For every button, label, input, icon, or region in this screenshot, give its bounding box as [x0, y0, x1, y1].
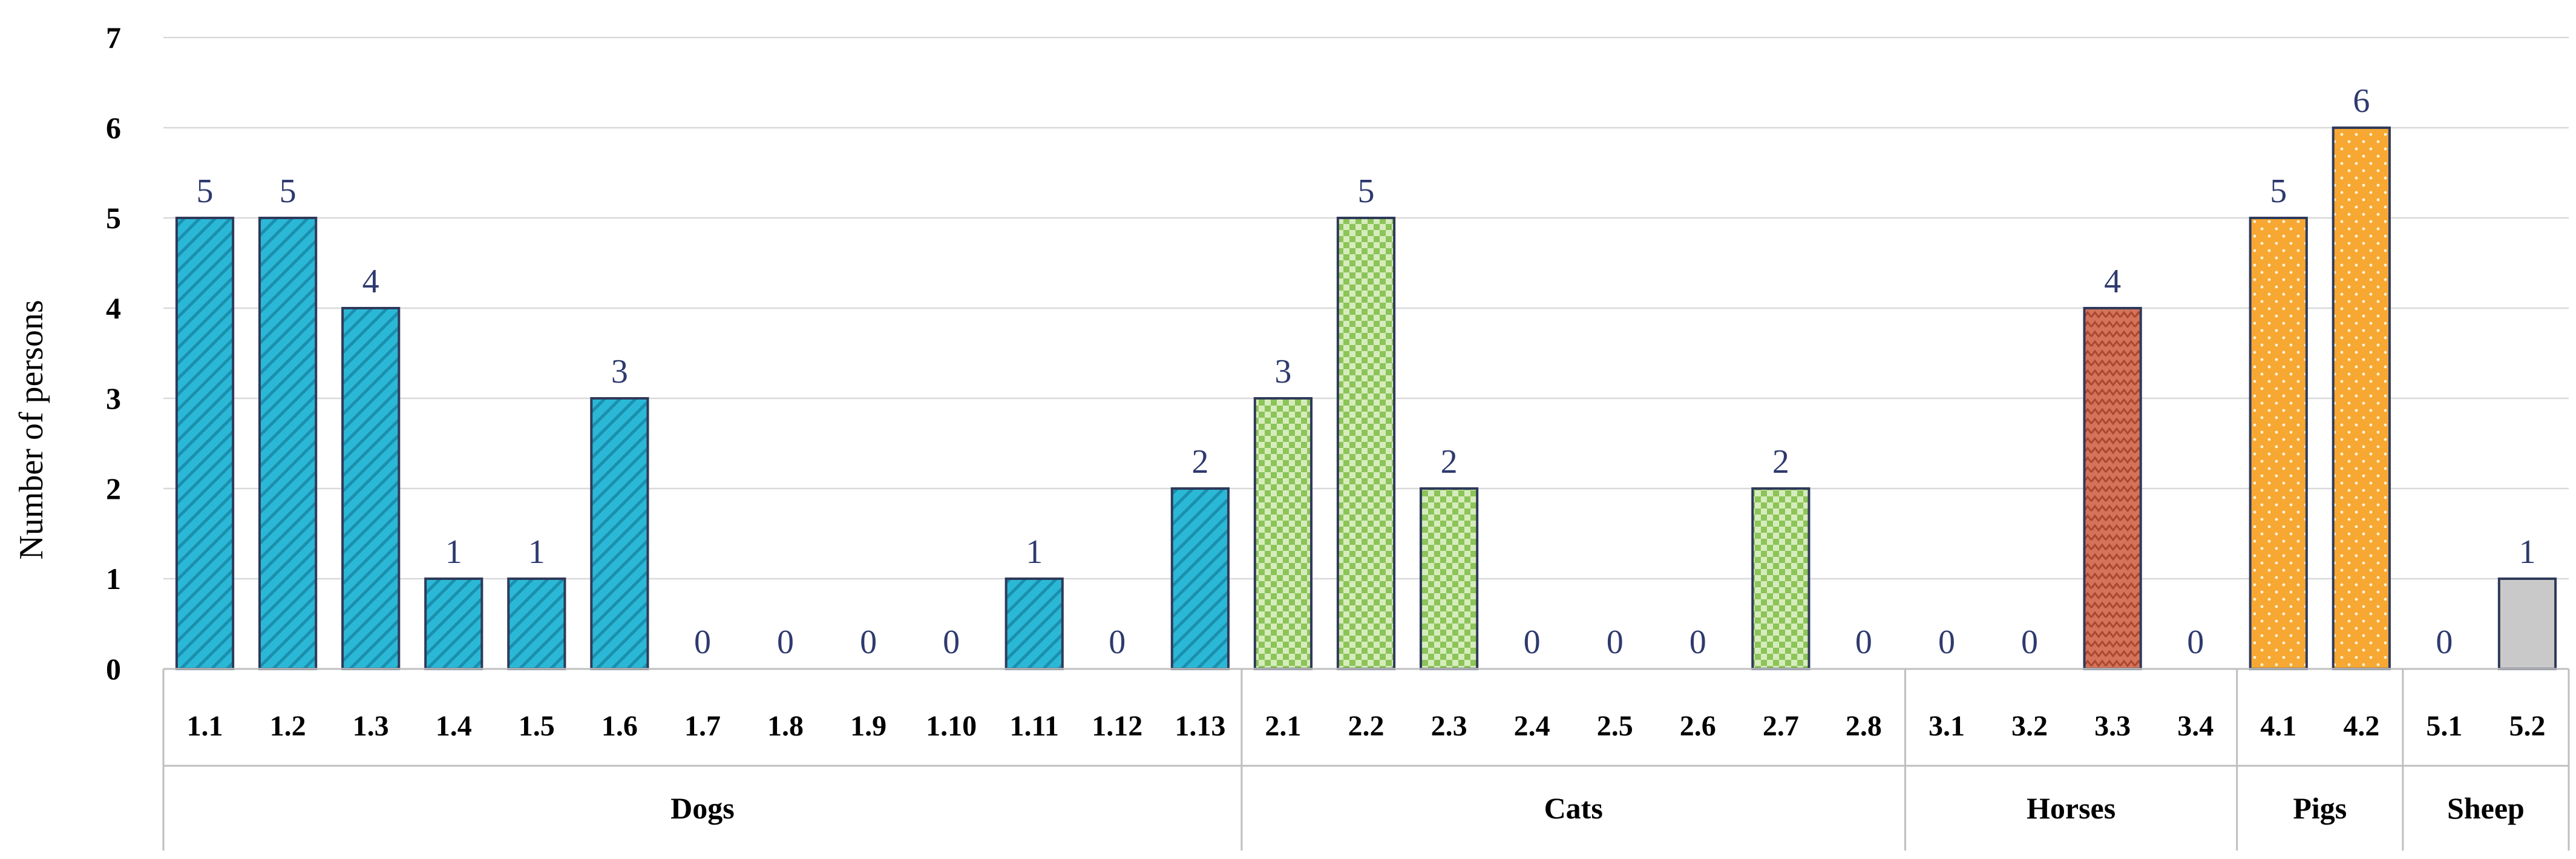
- bar-2.3: [1419, 487, 1479, 670]
- group-label: Sheep: [2447, 791, 2525, 825]
- data-label: 0: [1938, 624, 1955, 661]
- x-tick-label: 2.8: [1846, 710, 1882, 742]
- y-axis-label: Number of persons: [13, 300, 50, 559]
- y-tick-label: 4: [106, 291, 121, 325]
- bar-1.11: [1005, 578, 1064, 670]
- x-tick-label: 3.1: [1929, 710, 1965, 742]
- bar-2.1: [1253, 397, 1313, 670]
- data-label: 2: [1191, 443, 1208, 481]
- data-labels: 5 5 4 1 1 3 0 0 0 0 1 0 2 3 5 2 0 0 0 2 0 0 0 4 0 5 6 0 1: [197, 82, 2536, 661]
- data-label: 3: [1274, 353, 1291, 390]
- y-tick-label: 2: [106, 472, 121, 505]
- data-label: 0: [1855, 624, 1872, 661]
- x-tick-label: 1.5: [519, 710, 555, 742]
- data-label: 4: [362, 263, 379, 300]
- x-tick-label: 1.7: [684, 710, 721, 742]
- x-tick-label: 2.2: [1348, 710, 1385, 742]
- bar-1.3: [341, 307, 401, 670]
- bar-4.2: [2332, 127, 2391, 670]
- data-label: 0: [694, 624, 711, 661]
- y-tick-label: 6: [106, 111, 121, 145]
- data-label: 1: [2519, 533, 2535, 571]
- x-tick-label: 2.6: [1680, 710, 1716, 742]
- data-label: 5: [2270, 173, 2287, 210]
- y-axis-ticks: 0 1 2 3 4 5 6 7: [106, 21, 121, 686]
- x-tick-label: 1.13: [1175, 710, 1225, 742]
- data-label: 0: [2436, 624, 2453, 661]
- x-tick-label: 2.3: [1431, 710, 1467, 742]
- data-label: 0: [1109, 624, 1126, 661]
- data-label: 5: [197, 173, 214, 210]
- data-label: 5: [1358, 173, 1375, 210]
- x-tick-label: 2.5: [1597, 710, 1633, 742]
- data-label: 3: [611, 353, 628, 390]
- bar-4.1: [2249, 217, 2308, 670]
- bar-1.5: [507, 578, 566, 670]
- bar-1.6: [590, 397, 649, 670]
- data-label: 0: [2021, 624, 2038, 661]
- data-label: 2: [1772, 443, 1789, 481]
- y-tick-label: 7: [106, 21, 121, 54]
- data-label: 0: [1524, 624, 1541, 661]
- bars: [175, 127, 2557, 670]
- x-tick-label: 2.1: [1265, 710, 1301, 742]
- bar-3.3: [2083, 307, 2142, 670]
- x-tick-label: 1.12: [1092, 710, 1142, 742]
- x-tick-label: 1.4: [436, 710, 472, 742]
- data-label: 0: [1689, 624, 1706, 661]
- y-tick-label: 3: [106, 381, 121, 415]
- x-tick-label: 3.3: [2094, 710, 2131, 742]
- group-label: Horses: [2027, 791, 2116, 825]
- group-label: Cats: [1544, 791, 1603, 825]
- bar-1.13: [1170, 487, 1230, 670]
- data-label: 2: [1441, 443, 1458, 481]
- x-tick-label: 1.9: [850, 710, 887, 742]
- x-tick-label: 5.1: [2426, 710, 2462, 742]
- bar-2.7: [1751, 487, 1811, 670]
- x-tick-label: 3.2: [2011, 710, 2048, 742]
- bar-1.2: [258, 217, 318, 670]
- bar-1.1: [175, 217, 235, 670]
- x-tick-label: 5.2: [2509, 710, 2545, 742]
- data-label: 0: [860, 624, 877, 661]
- y-tick-label: 0: [106, 652, 121, 686]
- group-label: Dogs: [670, 791, 735, 825]
- data-label: 0: [2187, 624, 2204, 661]
- group-label: Pigs: [2293, 791, 2347, 825]
- x-tick-label: 1.10: [926, 710, 977, 742]
- x-tick-label: 3.4: [2177, 710, 2214, 742]
- data-label: 6: [2353, 82, 2370, 120]
- y-tick-label: 5: [106, 201, 121, 235]
- bar-5.2: [2497, 578, 2557, 670]
- data-label: 0: [777, 624, 794, 661]
- data-label: 1: [445, 533, 462, 571]
- x-tick-label: 1.6: [601, 710, 638, 742]
- x-tick-label: 1.8: [767, 710, 804, 742]
- data-label: 1: [1026, 533, 1043, 571]
- bar-1.4: [424, 578, 483, 670]
- data-label: 4: [2104, 263, 2121, 300]
- data-label: 5: [280, 173, 297, 210]
- x-tick-label: 2.7: [1763, 710, 1799, 742]
- x-tick-label: 4.2: [2343, 710, 2379, 742]
- data-label: 0: [1607, 624, 1624, 661]
- x-tick-label: 4.1: [2260, 710, 2296, 742]
- bar-2.2: [1336, 217, 1396, 670]
- x-tick-label: 1.1: [187, 710, 223, 742]
- x-tick-label: 2.4: [1514, 710, 1550, 742]
- x-tick-label: 1.2: [270, 710, 306, 742]
- x-tick-label: 1.11: [1010, 710, 1059, 742]
- y-tick-label: 1: [106, 562, 121, 596]
- x-tick-label: 1.3: [353, 710, 389, 742]
- x-axis: 1.1 1.2 1.3 1.4 1.5 1.6 1.7 1.8 1.9 1.10 1.11 1.12 1…: [162, 668, 2570, 851]
- data-label: 0: [943, 624, 960, 661]
- data-label: 1: [528, 533, 545, 571]
